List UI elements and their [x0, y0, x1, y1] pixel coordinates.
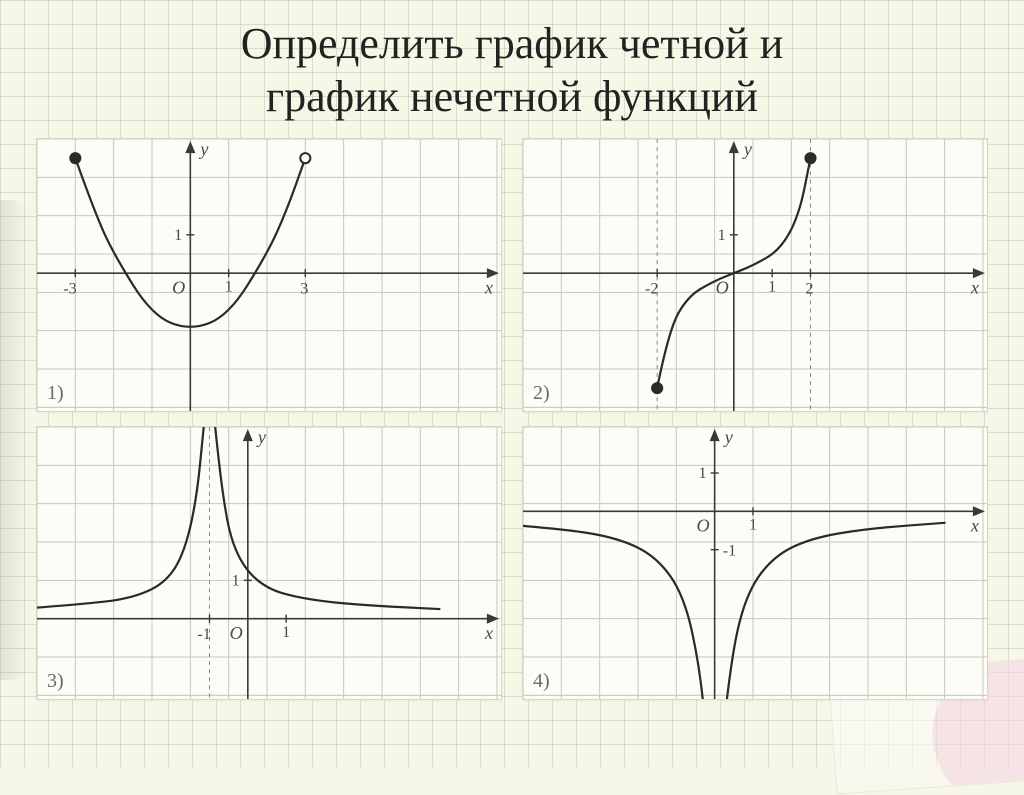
chart-svg-3: x y O 1 1 -1 [37, 427, 501, 699]
svg-text:-3: -3 [63, 280, 76, 297]
chart-index-4: 4) [533, 670, 550, 693]
title-line-1: Определить график четной и [241, 19, 784, 68]
chart-panel-4: x y O 1 1 -1 4) [522, 426, 988, 700]
title-line-2: график нечетной функций [266, 72, 758, 121]
svg-text:y: y [198, 139, 209, 159]
svg-text:y: y [256, 427, 267, 447]
chart-svg-2: xyO11-22 [523, 139, 987, 411]
svg-text:1: 1 [718, 226, 726, 243]
chart-svg-1: x y O 1 1 -3 3 [37, 139, 501, 411]
svg-text:-1: -1 [723, 543, 736, 560]
svg-text:x: x [484, 277, 493, 297]
slide-title: Определить график четной и график нечетн… [0, 0, 1024, 134]
svg-text:1: 1 [174, 226, 182, 243]
chart-index-1: 1) [47, 382, 64, 405]
svg-text:1: 1 [232, 572, 240, 589]
svg-text:1: 1 [282, 624, 290, 641]
svg-text:1: 1 [699, 465, 707, 482]
svg-text:1: 1 [749, 516, 757, 533]
charts-grid: x y O 1 1 -3 3 1) x y O 1 1 -2 2 2) x y O 1 1 -1 3) x y O 1 1… [0, 134, 1024, 709]
chart-panel-2: xyO11-22 2) [522, 138, 988, 412]
svg-text:3: 3 [300, 280, 308, 297]
svg-text:O: O [172, 277, 185, 297]
svg-text:x: x [484, 623, 493, 643]
svg-text:-1: -1 [197, 626, 210, 643]
svg-text:2: 2 [805, 280, 813, 297]
chart-svg-4: x y O 1 1 -1 [523, 427, 987, 699]
chart-index-3: 3) [47, 670, 64, 693]
svg-text:x: x [970, 277, 979, 297]
svg-text:O: O [696, 515, 709, 535]
svg-text:O: O [230, 623, 243, 643]
svg-text:1: 1 [225, 278, 233, 295]
svg-text:x: x [970, 515, 979, 535]
svg-text:-2: -2 [645, 280, 658, 297]
chart-panel-3: x y O 1 1 -1 3) [36, 426, 502, 700]
chart-panel-1: x y O 1 1 -3 3 1) [36, 138, 502, 412]
svg-text:1: 1 [768, 278, 776, 295]
chart-index-2: 2) [533, 382, 550, 405]
svg-text:y: y [742, 139, 753, 159]
svg-text:y: y [723, 427, 734, 447]
